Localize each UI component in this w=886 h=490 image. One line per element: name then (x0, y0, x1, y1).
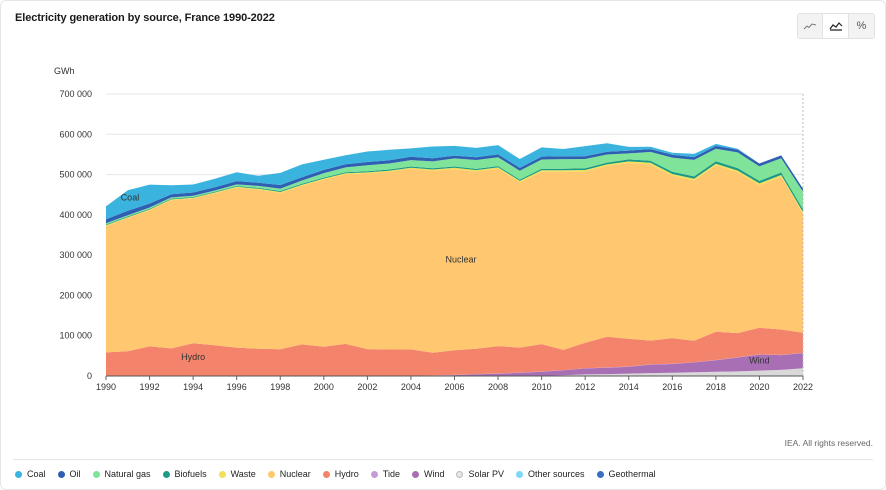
legend-item-natural-gas[interactable]: Natural gas (92, 469, 151, 479)
y-tick-label: 600 000 (59, 129, 92, 139)
legend-label: Natural gas (104, 469, 151, 479)
x-tick-label: 2004 (401, 382, 421, 392)
legend-item-tide[interactable]: Tide (370, 469, 400, 479)
y-tick-label: 200 000 (59, 290, 92, 300)
y-tick-label: 400 000 (59, 210, 92, 220)
y-tick-label: 100 000 (59, 331, 92, 341)
legend-label: Solar PV (468, 469, 505, 479)
area-view-button[interactable] (823, 14, 849, 38)
series-area-oil (106, 145, 803, 224)
legend-label: Biofuels (174, 469, 207, 479)
line-view-button[interactable] (798, 14, 824, 38)
y-tick-label: 700 000 (59, 89, 92, 99)
legend-item-hydro[interactable]: Hydro (322, 469, 359, 479)
series-area-coal (106, 143, 803, 220)
legend-swatch (516, 470, 524, 478)
legend-label: Waste (230, 469, 256, 479)
legend-label: Wind (423, 469, 445, 479)
legend-item-nuclear[interactable]: Nuclear (267, 469, 311, 479)
line-chart-icon (803, 23, 817, 30)
legend-label: Coal (27, 469, 46, 479)
legend-item-coal[interactable]: Coal (15, 469, 46, 479)
area-chart-icon (829, 22, 842, 31)
y-tick-label: 0 (87, 371, 92, 381)
x-tick-label: 1990 (96, 382, 116, 392)
legend-label: Tide (382, 469, 400, 479)
x-tick-label: 2016 (662, 382, 682, 392)
x-tick-label: 1992 (140, 382, 160, 392)
x-tick-label: 2014 (619, 382, 639, 392)
series-area-wind (106, 353, 803, 376)
legend-swatch (596, 470, 604, 478)
percent-view-button[interactable]: % (848, 14, 874, 38)
area-annotation-hydro: Hydro (181, 352, 205, 362)
legend-swatch (15, 470, 22, 478)
legend-swatch (411, 470, 419, 478)
x-tick-label: 2000 (314, 382, 334, 392)
series-area-hydro (106, 327, 803, 376)
legend-swatch (456, 470, 464, 478)
legend-swatch (322, 470, 330, 478)
legend-item-solar-pv[interactable]: Solar PV (456, 469, 504, 479)
credit-text: IEA. All rights reserved. (784, 438, 873, 448)
x-tick-label: 2020 (749, 382, 769, 392)
legend-item-geothermal[interactable]: Geothermal (596, 469, 656, 479)
y-tick-label: 500 000 (59, 170, 92, 180)
legend-item-biofuels[interactable]: Biofuels (162, 469, 207, 479)
legend-label: Other sources (528, 469, 585, 479)
y-tick-label: 300 000 (59, 250, 92, 260)
area-chart: 0 100 000 200 000 300 000 400 000 500 000 600 … (54, 66, 813, 392)
chart-title: Electricity generation by source, France… (15, 12, 275, 24)
legend-label: Oil (69, 469, 81, 479)
x-tick-label: 2012 (575, 382, 595, 392)
series-area-nuclear (106, 163, 803, 353)
legend-swatch (57, 470, 65, 478)
legend-label: Hydro (334, 469, 359, 479)
legend-label: Nuclear (279, 469, 311, 479)
legend-swatch (267, 470, 275, 478)
legend-swatch (92, 470, 100, 478)
series-area-natural-gas (106, 148, 803, 225)
x-tick-label: 2008 (488, 382, 508, 392)
x-tick-label: 1996 (227, 382, 247, 392)
x-tick-label: 1994 (183, 382, 203, 392)
legend-label: Geothermal (608, 469, 656, 479)
legend-item-waste[interactable]: Waste (218, 469, 256, 479)
percent-icon: % (856, 20, 867, 32)
area-annotation-nuclear: Nuclear (446, 254, 477, 264)
legend-swatch (162, 470, 170, 478)
legend-item-wind[interactable]: Wind (411, 469, 445, 479)
x-tick-label: 2002 (357, 382, 377, 392)
x-tick-label: 2022 (793, 382, 813, 392)
series-area-solar-pv (106, 368, 803, 376)
area-annotation-wind: Wind (749, 356, 770, 366)
legend-item-oil[interactable]: Oil (57, 469, 81, 479)
legend-divider (13, 459, 873, 460)
chart-view-toolbar: % (797, 13, 875, 39)
legend-swatch (218, 470, 226, 478)
x-tick-label: 2006 (444, 382, 464, 392)
legend-swatch (370, 470, 378, 478)
x-tick-label: 2018 (706, 382, 726, 392)
y-axis-label: GWh (54, 66, 75, 76)
x-tick-label: 1998 (270, 382, 290, 392)
area-annotation-coal: Coal (121, 192, 140, 202)
chart-legend: Coal Oil Natural gas Biofuels Waste Nuclear Hy… (15, 469, 668, 479)
x-tick-label: 2010 (532, 382, 552, 392)
legend-item-other-sources[interactable]: Other sources (516, 469, 585, 479)
